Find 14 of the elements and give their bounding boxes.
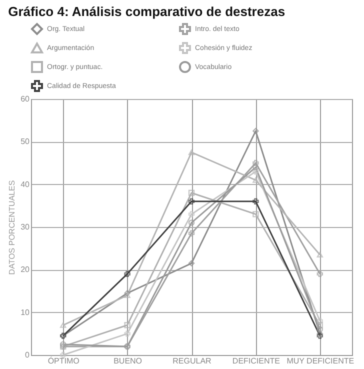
y-axis-title: DATOS PORCENTUALES bbox=[8, 180, 17, 275]
y-tick-label: 60 bbox=[20, 94, 30, 104]
x-tick-label: DEFICIENTE bbox=[232, 356, 280, 366]
y-tick-label: 10 bbox=[20, 308, 30, 317]
y-tick-label: 30 bbox=[20, 222, 30, 232]
chart-title: Gráfico 4: Análisis comparativo de destrezas bbox=[8, 4, 286, 19]
y-tick-label: 20 bbox=[20, 265, 30, 274]
y-tick-label: 0 bbox=[25, 350, 30, 360]
x-tick-label: ÓPTIMO bbox=[48, 356, 80, 366]
x-tick-label: BUENO bbox=[114, 356, 142, 366]
y-tick-label: 40 bbox=[20, 180, 30, 189]
y-tick-label: 50 bbox=[20, 137, 30, 146]
x-tick-label: REGULAR bbox=[172, 356, 212, 366]
x-tick-label: MUY DEFICIENTE bbox=[286, 356, 354, 366]
